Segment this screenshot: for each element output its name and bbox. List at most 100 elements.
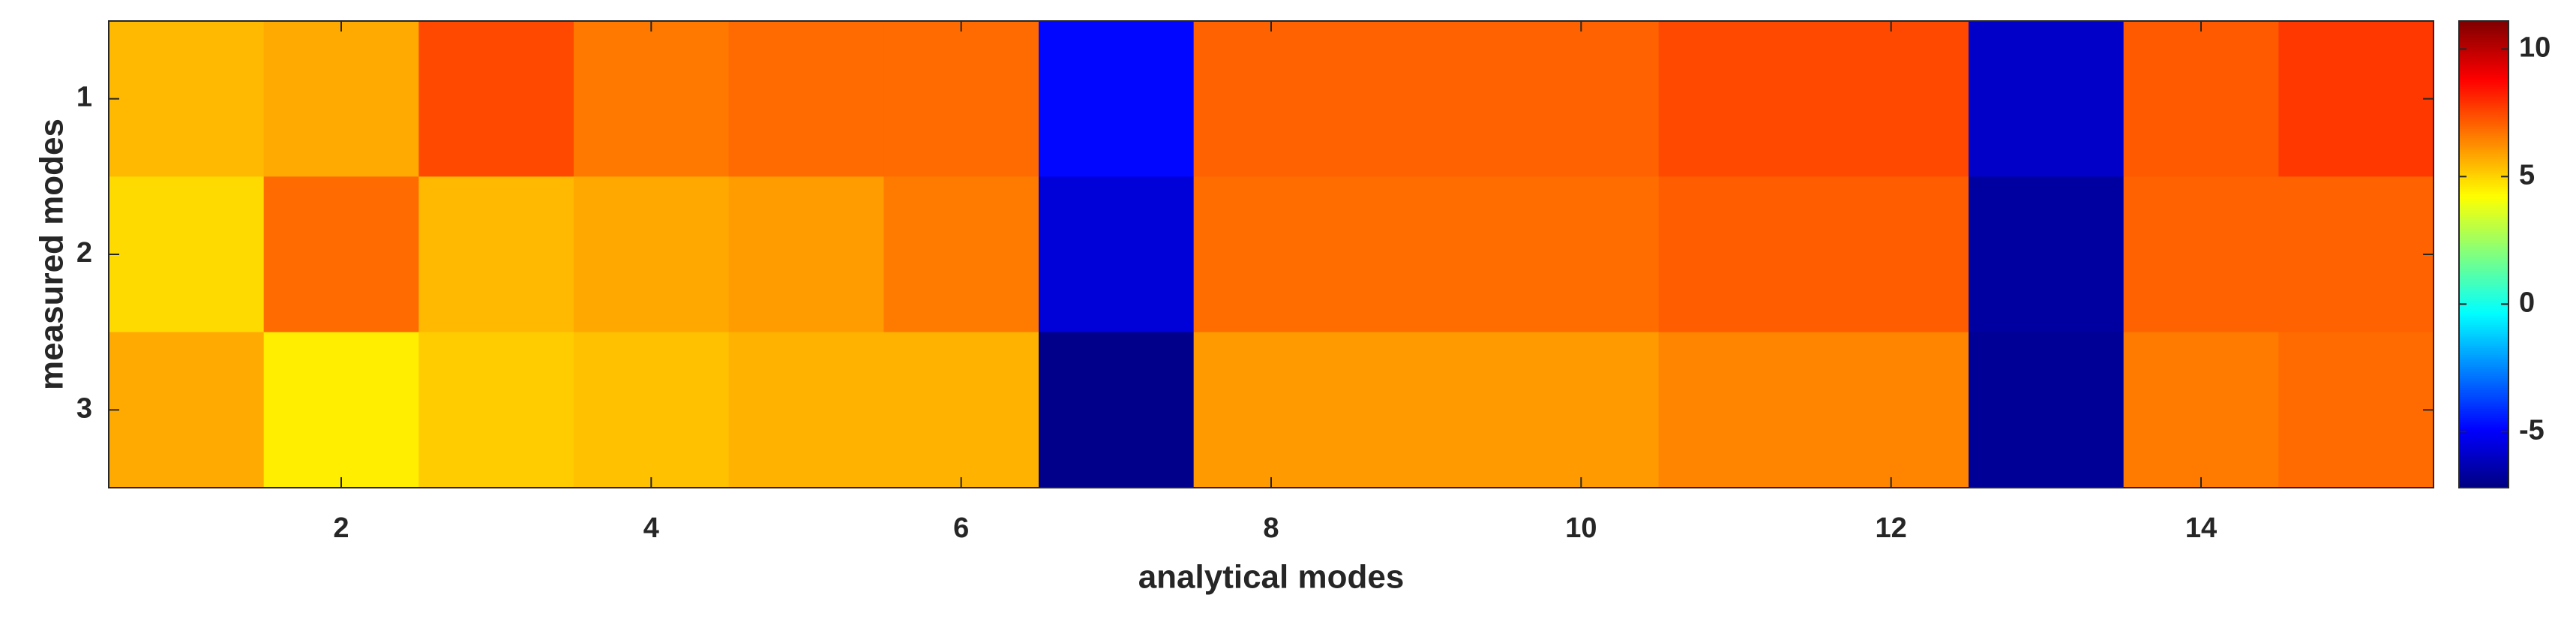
colorbar-step <box>2459 228 2509 232</box>
colorbar-step <box>2459 438 2509 442</box>
colorbar-step <box>2459 443 2509 446</box>
colorbar-step <box>2459 377 2509 381</box>
colorbar-step <box>2459 471 2509 474</box>
colorbar-step <box>2459 331 2509 335</box>
colorbar-step <box>2459 385 2509 388</box>
colorbar-step <box>2459 89 2509 92</box>
colorbar-step <box>2459 352 2509 356</box>
x-tick-label: 4 <box>643 512 659 544</box>
heat-cell <box>1193 21 1349 177</box>
colorbar-step <box>2459 343 2509 346</box>
colorbar-step <box>2459 28 2509 32</box>
heat-cell <box>1348 332 1504 488</box>
colorbar-step <box>2459 212 2509 215</box>
heat-cell <box>1504 176 1660 333</box>
colorbar-step <box>2459 233 2509 236</box>
colorbar-step <box>2459 245 2509 248</box>
colorbar-step <box>2459 410 2509 414</box>
colorbar-step <box>2459 249 2509 253</box>
colorbar-step <box>2459 427 2509 430</box>
heat-cell <box>1348 21 1504 177</box>
colorbar-tick-label: 0 <box>2519 287 2535 318</box>
colorbar-step <box>2459 121 2509 125</box>
colorbar-step <box>2459 102 2509 106</box>
colorbar-step <box>2459 289 2509 293</box>
colorbar-step <box>2459 107 2509 110</box>
colorbar-step <box>2459 469 2509 472</box>
heat-cell <box>1039 332 1195 488</box>
colorbar-step <box>2459 158 2509 162</box>
colorbar-step <box>2459 224 2509 227</box>
colorbar-step <box>2459 389 2509 393</box>
colorbar-step <box>2459 128 2509 131</box>
heat-cell <box>574 21 730 177</box>
heat-cell <box>1969 21 2125 177</box>
colorbar-step <box>2459 314 2509 318</box>
colorbar-step <box>2459 91 2509 95</box>
colorbar-step <box>2459 175 2509 178</box>
colorbar-step <box>2459 387 2509 390</box>
colorbar-step <box>2459 135 2509 139</box>
colorbar-step <box>2459 112 2509 115</box>
heat-cell <box>1193 176 1349 333</box>
colorbar-step <box>2459 70 2509 74</box>
colorbar-step <box>2459 238 2509 241</box>
colorbar-step <box>2459 275 2509 278</box>
colorbar-step <box>2459 72 2509 76</box>
colorbar-step <box>2459 296 2509 299</box>
colorbar-step <box>2459 188 2509 192</box>
heat-cell <box>728 332 884 488</box>
x-tick-label: 2 <box>333 512 349 544</box>
colorbar-step <box>2459 310 2509 314</box>
heat-cell <box>418 176 574 333</box>
colorbar-step <box>2459 303 2509 307</box>
colorbar-step <box>2459 182 2509 185</box>
heat-cell <box>1039 21 1195 177</box>
colorbar-step <box>2459 86 2509 89</box>
y-tick-label: 3 <box>76 392 92 424</box>
colorbar-step <box>2459 413 2509 416</box>
colorbar-step <box>2459 165 2509 169</box>
colorbar-step <box>2459 287 2509 290</box>
colorbar-step <box>2459 375 2509 379</box>
colorbar-step <box>2459 282 2509 286</box>
colorbar-step <box>2459 41 2509 45</box>
colorbar-step <box>2459 221 2509 225</box>
colorbar-step <box>2459 270 2509 274</box>
x-tick-label: 14 <box>2185 512 2217 544</box>
colorbar-step <box>2459 293 2509 297</box>
colorbar-step <box>2459 261 2509 265</box>
colorbar-frame <box>2458 20 2509 488</box>
x-tick-label: 10 <box>1565 512 1597 544</box>
colorbar-step <box>2459 312 2509 316</box>
heat-cell <box>1193 332 1349 488</box>
colorbar-step <box>2459 32 2509 36</box>
heat-cell <box>2278 176 2434 333</box>
heat-cell <box>1969 332 2125 488</box>
colorbar-step <box>2459 146 2509 150</box>
colorbar-step <box>2459 335 2509 339</box>
colorbar-step <box>2459 123 2509 127</box>
colorbar-step <box>2459 230 2509 234</box>
colorbar-step <box>2459 356 2509 360</box>
colorbar-step <box>2459 394 2509 398</box>
colorbar-step <box>2459 83 2509 87</box>
heat-cell <box>883 176 1039 333</box>
colorbar-step <box>2459 450 2509 453</box>
colorbar-step <box>2459 345 2509 348</box>
colorbar-step <box>2459 203 2509 206</box>
colorbar-step <box>2459 398 2509 402</box>
colorbar-step <box>2459 446 2509 449</box>
heat-cell <box>2278 332 2434 488</box>
colorbar-step <box>2459 448 2509 451</box>
colorbar-step <box>2459 26 2509 29</box>
colorbar-step <box>2459 236 2509 239</box>
colorbar-step <box>2459 406 2509 409</box>
colorbar-step <box>2459 60 2509 64</box>
heat-cell <box>1348 176 1504 333</box>
colorbar-step <box>2459 436 2509 440</box>
colorbar-step <box>2459 272 2509 276</box>
colorbar-step <box>2459 251 2509 255</box>
x-axis-label: analytical modes <box>1138 559 1405 596</box>
colorbar-step <box>2459 266 2509 269</box>
